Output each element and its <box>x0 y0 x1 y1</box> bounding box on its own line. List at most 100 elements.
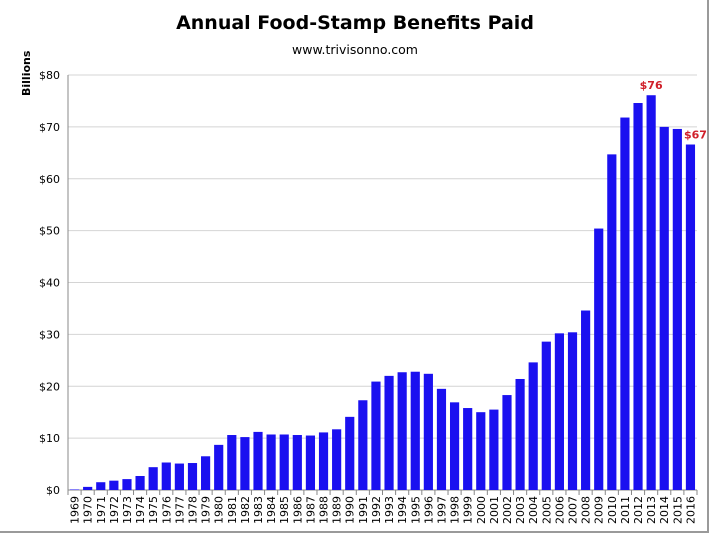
x-tick-label: 2011 <box>619 496 632 524</box>
bar-2004 <box>528 362 538 490</box>
x-tick-label: 1993 <box>383 496 396 524</box>
x-tick-label: 1999 <box>462 496 475 524</box>
x-tick-label: 2013 <box>645 496 658 524</box>
bar-1969 <box>69 489 80 490</box>
bar-1998 <box>449 402 460 490</box>
y-tick-label: $20 <box>39 380 60 393</box>
x-tick-label: 1995 <box>409 496 422 524</box>
bar-2016 <box>685 144 696 490</box>
x-tick-label: 1970 <box>82 496 95 524</box>
x-tick-label: 1976 <box>160 496 173 524</box>
bar-1975 <box>148 467 158 490</box>
data-label-2016: $67 <box>684 129 707 142</box>
x-tick-label: 2003 <box>514 496 527 524</box>
x-tick-label: 1972 <box>108 496 121 524</box>
chart-title: Annual Food-Stamp Benefits Paid <box>176 12 534 34</box>
bar-1981 <box>227 435 237 490</box>
bar-2014 <box>659 126 669 490</box>
x-tick-label: 1980 <box>213 496 226 524</box>
x-tick-label: 1975 <box>147 496 160 524</box>
x-tick-label: 1978 <box>186 496 199 524</box>
x-tick-label: 2012 <box>632 496 645 524</box>
x-tick-label: 1986 <box>291 496 304 524</box>
bar-2011 <box>620 117 630 490</box>
bar-2006 <box>554 333 564 490</box>
bar-2007 <box>567 332 578 490</box>
x-tick-label: 2001 <box>488 496 501 524</box>
x-tick-label: 1979 <box>200 496 213 524</box>
bar-2009 <box>594 228 604 491</box>
x-tick-label: 2015 <box>671 496 684 524</box>
x-tick-label: 2007 <box>567 496 580 524</box>
bar-1993 <box>384 375 394 490</box>
x-tick-label: 1997 <box>435 496 448 524</box>
x-tick-label: 1973 <box>121 496 134 524</box>
x-tick-label: 1981 <box>226 496 239 524</box>
bar-2013 <box>646 95 656 490</box>
bar-1990 <box>345 416 355 490</box>
x-tick-label: 2002 <box>501 496 514 524</box>
bar-1988 <box>318 432 329 490</box>
bar-1984 <box>266 434 276 490</box>
y-tick-label: $50 <box>39 225 60 238</box>
bar-1983 <box>253 431 263 490</box>
bar-1999 <box>463 408 473 490</box>
x-tick-label: 1990 <box>344 496 357 524</box>
y-tick-label: $0 <box>46 484 60 497</box>
x-tick-label: 2009 <box>593 496 606 524</box>
bar-2015 <box>672 128 682 490</box>
chart-subtitle: www.trivisonno.com <box>292 42 418 57</box>
bar-2008 <box>581 310 591 490</box>
bar-1991 <box>358 400 368 490</box>
y-tick-label: $60 <box>39 173 60 186</box>
x-tick-label: 1994 <box>396 496 409 524</box>
bar-2005 <box>541 341 551 490</box>
bar-1972 <box>109 480 119 490</box>
bar-1987 <box>305 435 316 490</box>
bar-2002 <box>502 395 512 490</box>
x-tick-label: 1996 <box>422 496 435 524</box>
x-tick-label: 2014 <box>658 496 671 524</box>
x-tick-label: 1992 <box>370 496 383 524</box>
y-tick-label: $30 <box>39 328 60 341</box>
x-tick-label: 1998 <box>449 496 462 524</box>
x-tick-label: 1987 <box>304 496 317 524</box>
bar-1986 <box>292 435 302 490</box>
x-tick-label: 2006 <box>553 496 566 524</box>
x-tick-label: 2004 <box>527 496 540 524</box>
x-tick-label: 2000 <box>475 496 488 524</box>
bar-1995 <box>410 371 420 490</box>
y-tick-label: $10 <box>39 432 60 445</box>
bar-1974 <box>135 475 145 490</box>
bar-1982 <box>240 437 250 490</box>
bar-1992 <box>371 381 381 490</box>
x-tick-label: 2010 <box>606 496 619 524</box>
y-tick-label: $40 <box>39 277 60 290</box>
x-tick-label: 1969 <box>69 496 82 524</box>
x-tick-label: 1977 <box>173 496 186 524</box>
bar-1973 <box>122 479 132 490</box>
x-tick-label: 1991 <box>357 496 370 524</box>
x-tick-label: 2016 <box>684 496 697 524</box>
bar-2012 <box>633 103 643 490</box>
x-tick-label: 1988 <box>318 496 331 524</box>
bar-1997 <box>436 388 447 490</box>
bar-1994 <box>397 372 407 490</box>
x-tick-label: 1982 <box>239 496 252 524</box>
bar-1989 <box>332 429 342 490</box>
bar-1971 <box>96 482 106 490</box>
bar-1980 <box>214 444 224 490</box>
data-label-2013: $76 <box>640 79 663 92</box>
bar-2001 <box>489 409 499 490</box>
x-tick-label: 1974 <box>134 496 147 524</box>
x-tick-label: 1989 <box>331 496 344 524</box>
y-tick-label: $80 <box>39 69 60 82</box>
bar-1979 <box>201 456 211 490</box>
bar-1977 <box>174 463 184 490</box>
bar-2010 <box>607 154 617 490</box>
x-tick-label: 1971 <box>95 496 108 524</box>
x-tick-label: 1984 <box>265 496 278 524</box>
x-tick-label: 2008 <box>580 496 593 524</box>
